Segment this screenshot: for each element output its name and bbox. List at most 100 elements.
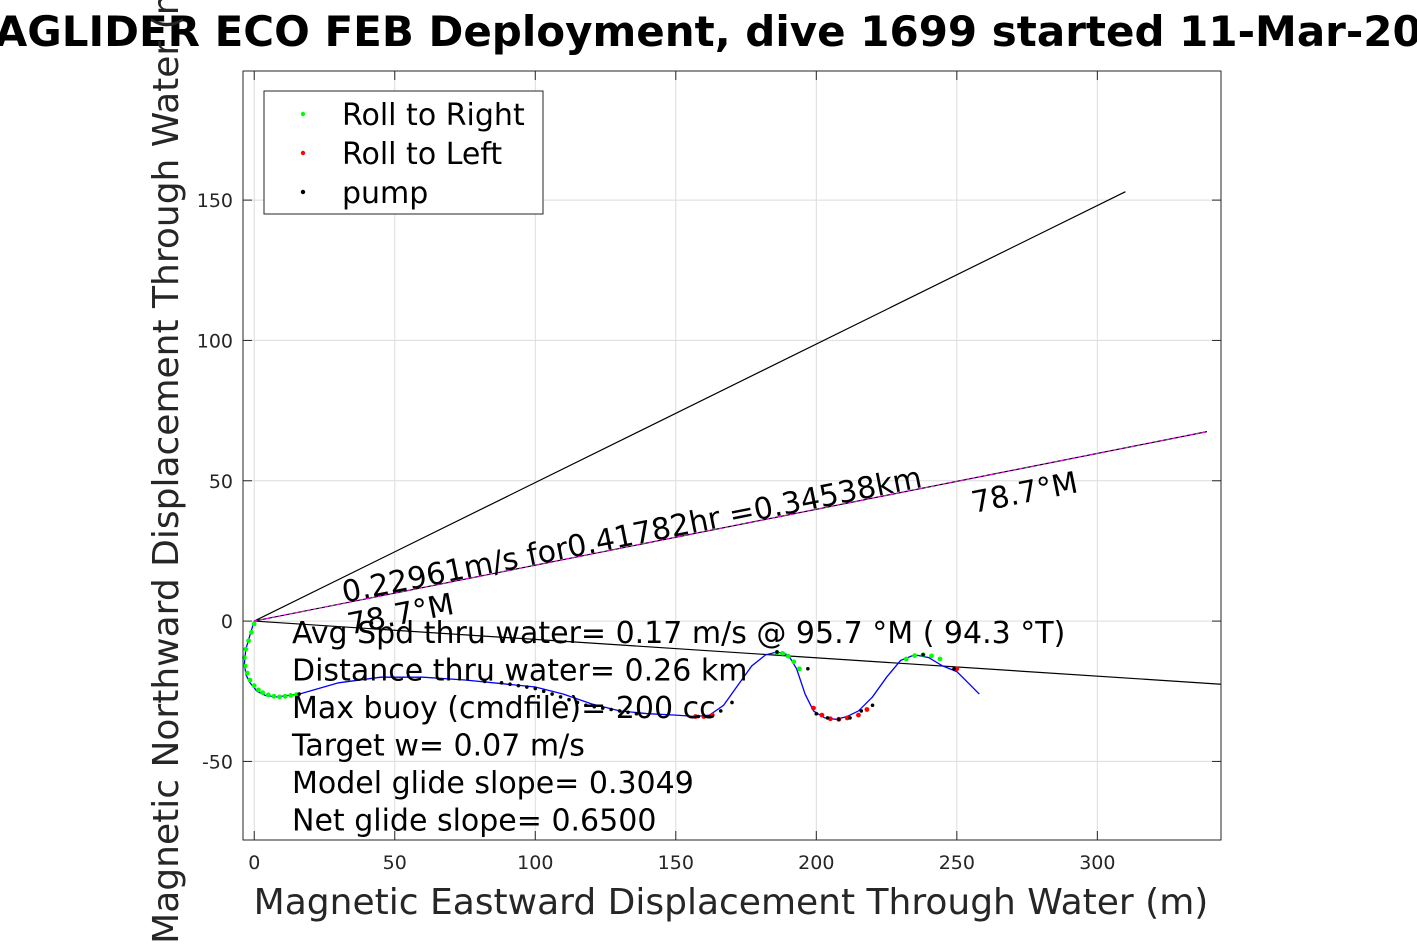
pump-point <box>575 700 580 705</box>
roll-right-point <box>244 670 250 676</box>
roll-right-point <box>282 693 288 699</box>
roll-right-point <box>785 653 791 659</box>
y-tick-label: 50 <box>209 471 233 493</box>
marker-series <box>242 621 960 722</box>
stat-line: Net glide slope= 0.6500 <box>292 804 656 839</box>
pump-point <box>592 704 597 709</box>
roll-right-point <box>247 677 253 683</box>
ticks: 0 50 100 150 200 250 300 -50 0 50 100 150 <box>197 71 1221 874</box>
roll-left-point <box>819 712 825 718</box>
pump-point <box>609 707 613 712</box>
pump-point <box>499 681 504 685</box>
roll-right-point <box>277 694 282 700</box>
x-tick-label: 300 <box>1079 852 1115 874</box>
roll-right-point <box>246 638 252 644</box>
pump-point <box>567 697 571 702</box>
roll-left-point <box>693 714 698 719</box>
roll-left-point <box>811 705 816 711</box>
stat-line: Distance thru water= 0.26 km <box>292 654 747 689</box>
roll-right-point <box>780 650 785 656</box>
x-tick-label: 50 <box>383 852 407 874</box>
pump-point <box>859 709 864 713</box>
roll-right-point <box>929 653 934 659</box>
x-tick-label: 250 <box>939 852 975 874</box>
pump-point <box>775 650 779 654</box>
roll-left-point <box>844 715 850 721</box>
roll-right-point <box>791 659 797 665</box>
x-axis-label: Magnetic Eastward Displacement Through W… <box>254 882 1209 923</box>
y-tick-label: 150 <box>197 190 233 212</box>
legend-marker <box>300 150 306 156</box>
y-tick-label: 0 <box>221 611 233 633</box>
stat-line: Avg Spd thru water= 0.17 m/s @ 95.7 °M (… <box>292 616 1065 651</box>
legend-box <box>263 90 544 215</box>
y-tick-label: -50 <box>202 751 233 773</box>
stat-line: Model glide slope= 0.3049 <box>292 766 694 801</box>
reference-line <box>253 191 1126 622</box>
chart-title: SEAGLIDER ECO FEB Deployment, dive 1699 … <box>0 7 1417 56</box>
pump-point <box>482 679 487 684</box>
x-tick-label: 100 <box>517 852 553 874</box>
grid <box>243 71 1221 840</box>
x-tick-label: 200 <box>798 852 834 874</box>
pump-point <box>814 711 819 716</box>
pump-point <box>550 692 554 696</box>
roll-left-point <box>954 666 960 672</box>
roll-right-point <box>260 690 266 696</box>
roll-right-point <box>265 692 271 698</box>
pump-point <box>541 689 546 694</box>
legend-marker <box>300 111 306 117</box>
pump-point <box>516 683 521 688</box>
legend-marker <box>300 189 306 195</box>
roll-left-point <box>864 707 870 712</box>
roll-right-point <box>256 687 261 693</box>
reference-line <box>254 431 1208 622</box>
pump-point <box>584 703 588 708</box>
x-tick-label: 0 <box>248 852 260 874</box>
reference-lines <box>253 191 1222 685</box>
y-axis-label: Magnetic Northward Displacement Through … <box>146 0 187 944</box>
stat-line: Target w= 0.07 m/s <box>291 729 585 764</box>
roll-right-point <box>912 653 918 659</box>
roll-right-point <box>937 656 943 662</box>
stat-line: Max buoy (cmdfile)= 200 cc <box>292 691 716 726</box>
x-tick-label: 150 <box>658 852 694 874</box>
roll-right-point <box>903 656 909 662</box>
pump-point <box>696 714 701 719</box>
reference-line <box>254 620 1222 685</box>
roll-right-point <box>797 666 802 672</box>
pump-point <box>730 700 734 705</box>
pump-point <box>707 714 712 719</box>
axes-box <box>242 70 1222 841</box>
pump-point <box>870 703 875 708</box>
roll-right-point <box>249 629 254 635</box>
pump-point <box>617 709 622 713</box>
pump-point <box>848 716 852 720</box>
pump-point <box>297 692 302 696</box>
roll-right-point <box>243 646 249 652</box>
y-tick-label: 100 <box>197 330 233 352</box>
pump-point <box>836 717 841 722</box>
pump-point <box>626 710 630 715</box>
legend-label: Roll to Right <box>342 98 525 133</box>
pump-point <box>806 666 810 671</box>
pump-point <box>525 685 529 689</box>
pump-point <box>718 709 723 713</box>
pump-point <box>600 706 605 710</box>
roll-right-point <box>271 693 277 699</box>
pump-point <box>825 716 830 720</box>
pump-point <box>634 711 639 716</box>
pump-point <box>952 666 956 671</box>
legend-label: Roll to Left <box>342 137 502 172</box>
pump-point <box>921 652 925 657</box>
roll-right-point <box>288 693 294 698</box>
legend: Roll to Right Roll to Left pump <box>263 90 544 215</box>
stats-block: Avg Spd thru water= 0.17 m/s @ 95.7 °M (… <box>291 616 1065 839</box>
roll-right-point <box>251 683 257 689</box>
pump-point <box>558 695 563 699</box>
pump-point <box>508 682 512 687</box>
roll-left-point <box>856 712 861 718</box>
legend-label: pump <box>342 176 428 211</box>
pump-point <box>533 686 538 691</box>
